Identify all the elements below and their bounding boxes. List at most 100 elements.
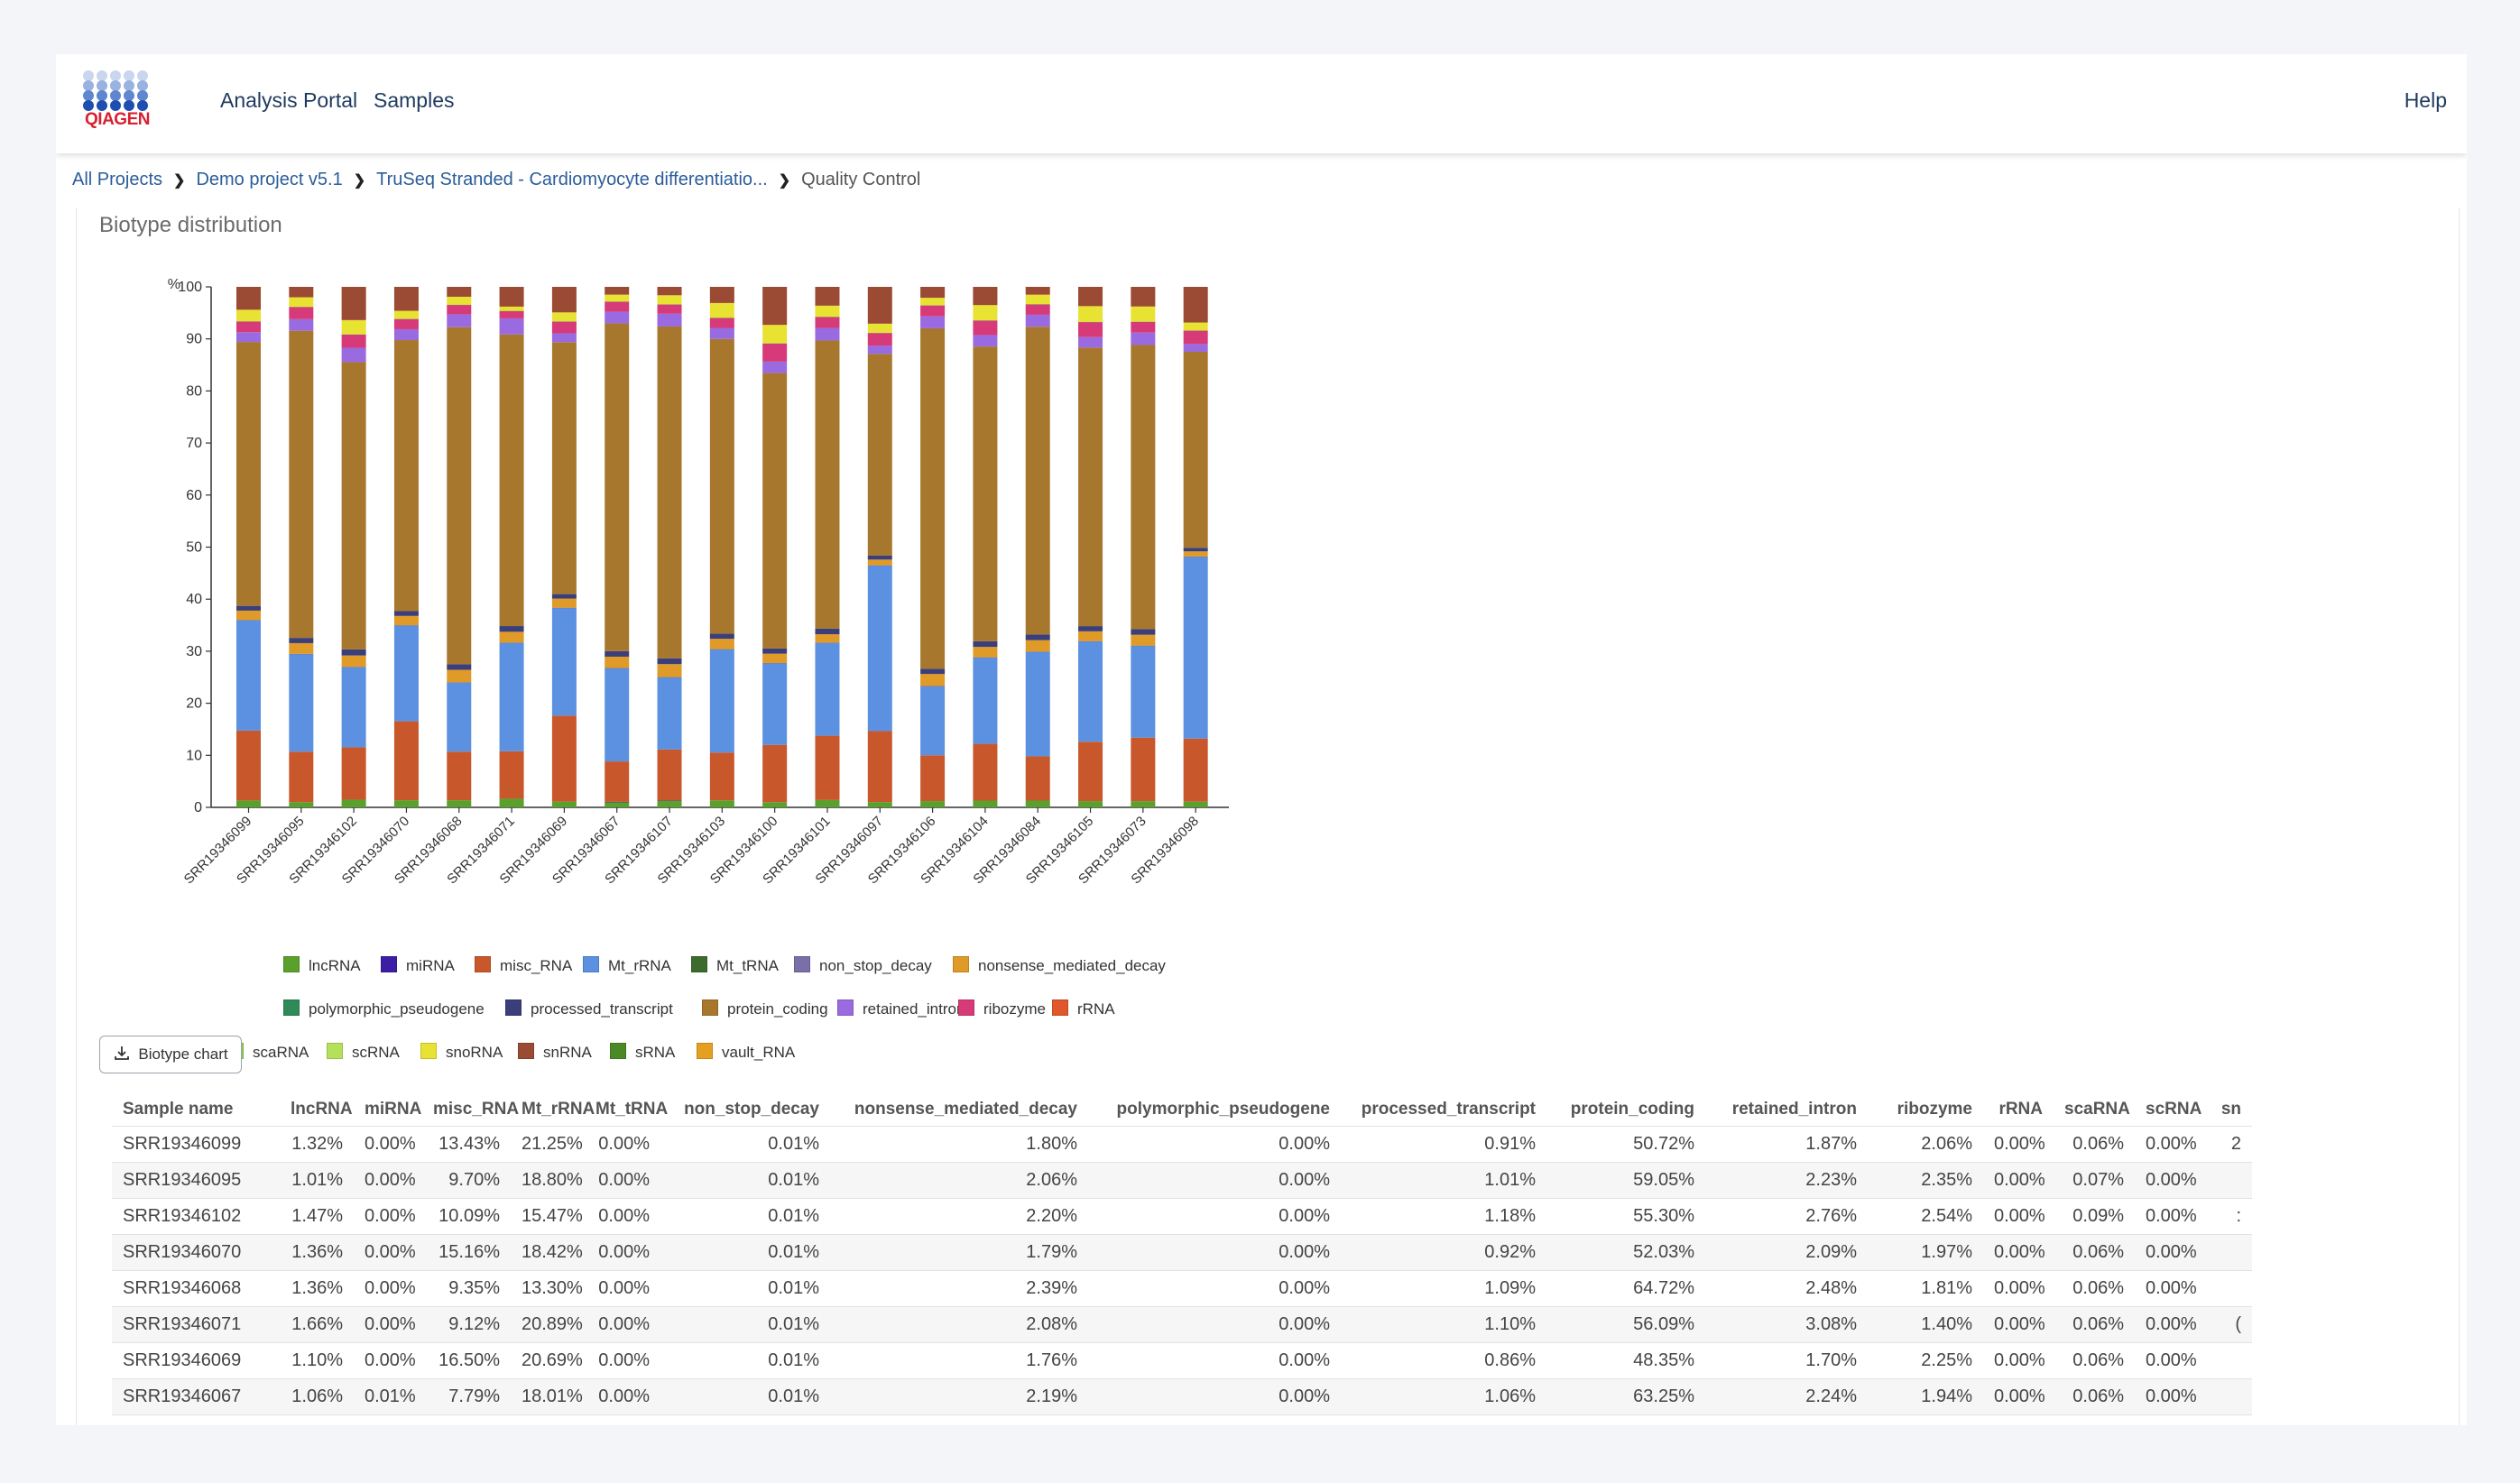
table-row[interactable]: SRR19346069 1.10% 0.00% 16.50% 20.69% 0.00% 0.… [112, 1342, 2252, 1379]
column-header[interactable]: scaRNA [2064, 1100, 2130, 1119]
column-header[interactable]: ribozyme [1897, 1100, 1972, 1119]
bar-segment [605, 301, 630, 312]
bar-segment [1131, 737, 1156, 802]
column-header[interactable]: misc_RNA [433, 1100, 520, 1119]
logo-dot [83, 80, 94, 91]
bar-segment [1078, 322, 1103, 337]
logo-dots [83, 70, 152, 111]
table-row[interactable]: SRR193461071.31%0.01%9.74%13.80%0.00%0.0… [112, 1414, 2252, 1418]
bar-segment [236, 610, 261, 621]
bar-segment [236, 605, 261, 611]
bar-segment [973, 335, 998, 347]
bar-segment [341, 655, 366, 668]
table-cell: 0.00% [2135, 1162, 2207, 1199]
download-biotype-chart-button[interactable]: Biotype chart [99, 1036, 242, 1073]
bar-segment [236, 620, 261, 621]
table-cell: 0.00% [354, 1234, 422, 1271]
bar-segment [1131, 321, 1156, 322]
column-header[interactable]: nonsense_mediated_decay [854, 1100, 1077, 1119]
bar-segment [447, 327, 472, 665]
breadcrumb-all-projects[interactable]: All Projects [72, 170, 163, 189]
bar-segment [867, 323, 892, 333]
column-header[interactable]: Mt_tRNA [595, 1100, 669, 1119]
table-cell: 0.00% [585, 1126, 660, 1163]
logo-dot [137, 80, 148, 91]
table-row[interactable]: SRR19346067 1.06% 0.01% 7.79% 18.01% 0.00% 0.0… [112, 1378, 2252, 1415]
legend-label: nonsense_mediated_decay [978, 957, 1166, 974]
bar-segment [341, 347, 366, 363]
bar-segment [1078, 336, 1103, 348]
y-tick-label: 60 [186, 488, 202, 503]
breadcrumb-experiment[interactable]: TruSeq Stranded - Cardiomyocyte differen… [376, 170, 768, 189]
bar-segment [289, 297, 314, 307]
bar-segment [447, 669, 472, 683]
table-cell: 0.01% [354, 1378, 422, 1415]
table-row[interactable]: SRR19346095 1.01% 0.00% 9.70% 18.80% 0.00% 0.0… [112, 1162, 2252, 1199]
column-header[interactable]: protein_coding [1570, 1100, 1694, 1119]
table-cell: 0.00% [2135, 1234, 2207, 1271]
bar-segment [1183, 557, 1208, 739]
column-header[interactable]: processed_transcript [1361, 1100, 1536, 1119]
bar-segment [1078, 287, 1103, 307]
bar-segment [657, 800, 682, 807]
bar-segment [1025, 287, 1050, 295]
table-row[interactable]: SRR19346102 1.47% 0.00% 10.09% 15.47% 0.00% 0.… [112, 1198, 2252, 1235]
bar-segment [605, 801, 630, 803]
bar-segment [1025, 304, 1050, 305]
column-header[interactable]: sn [2220, 1100, 2241, 1119]
y-tick-label: 0 [194, 800, 202, 815]
bar-segment [447, 664, 472, 670]
bar-segment [236, 730, 261, 801]
table-cell: 0.06% [2054, 1126, 2135, 1163]
bar-segment [1025, 634, 1050, 640]
table-cell: 2.24% [1705, 1378, 1868, 1415]
y-tick-label: 90 [186, 332, 202, 347]
bar-segment [605, 761, 630, 802]
bar-segment [973, 320, 998, 336]
legend-swatch [327, 1043, 343, 1059]
table-cell: SRR19346069 [112, 1342, 280, 1379]
table-row[interactable]: SRR19346068 1.36% 0.00% 9.35% 13.30% 0.00% 0.0… [112, 1270, 2252, 1307]
column-header[interactable]: rRNA [1998, 1100, 2043, 1119]
bar-segment [920, 316, 946, 328]
bar-segment [1131, 321, 1156, 333]
table-row[interactable]: SRR19346099 1.32% 0.00% 13.43% 21.25% 0.00% 0.… [112, 1126, 2252, 1163]
table-cell: 1.12% [1341, 1414, 1546, 1418]
bar-segment [341, 334, 366, 335]
breadcrumb-demo-project[interactable]: Demo project v5.1 [196, 170, 343, 189]
column-header[interactable]: Sample name [123, 1100, 234, 1119]
help-link[interactable]: Help [2404, 88, 2447, 112]
table-cell: 1.79% [830, 1234, 1088, 1271]
logo-dot [124, 70, 134, 81]
nav-link-analysis-portal[interactable]: Analysis Portal [220, 88, 358, 112]
table-row[interactable]: SRR19346070 1.36% 0.00% 15.16% 18.42% 0.00% 0.… [112, 1234, 2252, 1271]
nav-link-samples[interactable]: Samples [374, 88, 455, 112]
y-tick-label: 100 [178, 280, 202, 295]
table-cell: 0.01% [660, 1414, 830, 1418]
bar-segment [867, 731, 892, 803]
bar-segment [605, 294, 630, 302]
column-header[interactable]: polymorphic_pseudogene [1116, 1100, 1330, 1119]
column-header[interactable]: miRNA [365, 1100, 422, 1119]
bar-segment [1131, 345, 1156, 630]
bar-segment [1183, 322, 1208, 331]
bar-segment [551, 333, 577, 343]
table-cell [2207, 1414, 2252, 1418]
legend-swatch [691, 956, 707, 972]
bar-segment [393, 625, 419, 722]
bar-segment [393, 310, 419, 319]
bar-segment [289, 306, 314, 308]
table-cell: 0.00% [354, 1126, 422, 1163]
column-header[interactable]: non_stop_decay [684, 1100, 819, 1119]
column-header[interactable]: scRNA [2146, 1100, 2202, 1119]
column-header[interactable]: Mt_rRNA [522, 1100, 595, 1119]
table-row[interactable]: SRR19346071 1.66% 0.00% 9.12% 20.89% 0.00% 0.0… [112, 1306, 2252, 1343]
table-cell: 1.97% [1868, 1234, 1983, 1271]
biotype-table-container[interactable]: Sample name lncRNA miRNA misc_RNA Mt_rRNA Mt_… [112, 1093, 2467, 1418]
legend-item: sRNA [610, 1043, 675, 1062]
qiagen-logo[interactable]: QIAGEN [83, 70, 152, 134]
table-cell: 0.00% [585, 1414, 660, 1418]
table-cell: 1.36% [280, 1234, 354, 1271]
column-header[interactable]: retained_intron [1731, 1100, 1857, 1119]
column-header[interactable]: lncRNA [291, 1100, 353, 1119]
